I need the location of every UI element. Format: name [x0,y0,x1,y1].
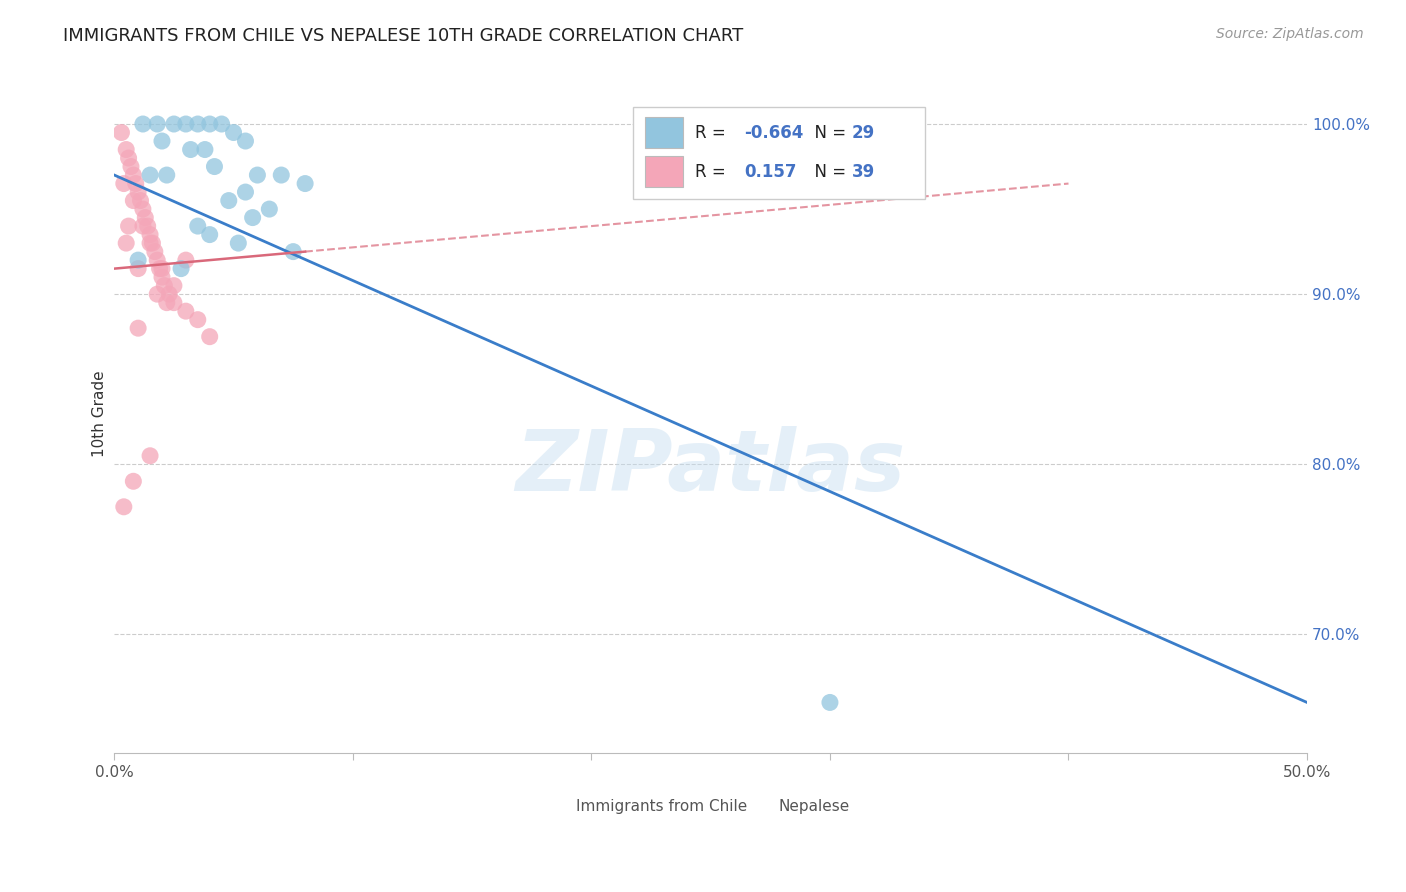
Point [141,236,163,251]
Point [198,117,221,131]
Point [222,126,245,140]
Point [211,117,233,131]
Point [270,168,292,182]
Point [150,261,173,276]
Point [174,304,197,318]
Point [139,227,162,242]
Point [112,177,135,191]
Text: Immigrants from Chile: Immigrants from Chile [576,799,747,814]
Point [150,270,173,285]
Point [134,211,156,225]
Point [170,261,193,276]
Point [125,177,148,191]
Point [122,194,145,208]
Point [139,236,162,251]
Point [198,329,221,343]
Point [187,219,209,233]
Point [194,143,217,157]
Y-axis label: 10th Grade: 10th Grade [93,370,107,457]
Point [198,227,221,242]
Point [283,244,305,259]
Text: -0.664: -0.664 [744,124,803,142]
Text: ZIPatlas: ZIPatlas [516,426,905,509]
Point [187,312,209,326]
Point [120,160,142,174]
Text: R =: R = [695,162,737,181]
Point [228,236,250,251]
Point [117,219,139,233]
Point [122,475,145,489]
Point [127,253,149,268]
Text: 39: 39 [852,162,875,181]
Point [235,134,257,148]
Bar [544,797,569,817]
Point [180,143,202,157]
Point [156,295,179,310]
Point [163,278,186,293]
Point [218,194,240,208]
Text: 29: 29 [852,124,875,142]
Bar [645,156,683,186]
Bar [747,797,773,817]
Text: N =: N = [804,124,851,142]
Point [129,194,152,208]
Point [174,253,197,268]
Point [259,202,281,216]
Point [132,117,155,131]
Text: Nepalese: Nepalese [779,799,849,814]
Point [204,160,226,174]
Point [156,168,179,182]
Point [143,244,166,259]
Point [246,168,269,182]
Point [127,261,149,276]
Text: R =: R = [695,124,731,142]
Point [146,253,169,268]
Point [153,278,176,293]
Point [187,117,209,131]
Point [115,236,138,251]
Point [132,202,155,216]
Bar [645,117,683,148]
Point [139,449,162,463]
Point [146,117,169,131]
Text: IMMIGRANTS FROM CHILE VS NEPALESE 10TH GRADE CORRELATION CHART: IMMIGRANTS FROM CHILE VS NEPALESE 10TH G… [63,27,744,45]
Text: N =: N = [804,162,851,181]
Point [127,321,149,335]
Point [136,219,159,233]
Point [294,177,316,191]
Point [110,126,132,140]
Point [157,287,180,301]
Point [150,134,173,148]
Point [112,500,135,514]
Text: 0.157: 0.157 [744,162,797,181]
Point [127,185,149,199]
Point [146,287,169,301]
Point [122,168,145,182]
Point [818,695,841,709]
Point [174,117,197,131]
Point [163,117,186,131]
FancyBboxPatch shape [633,107,925,199]
Point [242,211,264,225]
Text: Source: ZipAtlas.com: Source: ZipAtlas.com [1216,27,1364,41]
Point [163,295,186,310]
Point [115,143,138,157]
Point [117,151,139,165]
Point [132,219,155,233]
Point [235,185,257,199]
Point [149,261,172,276]
Point [139,168,162,182]
